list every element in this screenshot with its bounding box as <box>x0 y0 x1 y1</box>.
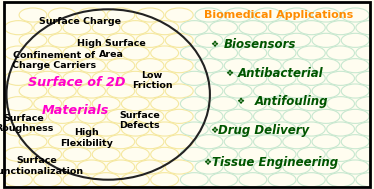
Text: Surface of 2D: Surface of 2D <box>28 76 126 89</box>
Text: ❖: ❖ <box>225 69 233 78</box>
Text: High Surface
Area: High Surface Area <box>77 40 146 59</box>
Text: Antifouling: Antifouling <box>255 95 328 108</box>
Text: Biosensors: Biosensors <box>224 38 297 51</box>
Text: Low
Friction: Low Friction <box>132 71 172 90</box>
Text: Biomedical Applications: Biomedical Applications <box>204 10 353 20</box>
Text: Surface
Roughness: Surface Roughness <box>0 114 53 133</box>
Text: ❖: ❖ <box>203 158 211 167</box>
Text: Tissue Engineering: Tissue Engineering <box>212 156 338 169</box>
Text: Surface Charge: Surface Charge <box>39 17 120 26</box>
Text: Drug Delivery: Drug Delivery <box>218 124 310 137</box>
Text: Surface
Defects: Surface Defects <box>119 111 160 130</box>
Text: ❖: ❖ <box>211 40 218 49</box>
Text: ❖: ❖ <box>236 97 244 106</box>
Text: Materials: Materials <box>42 104 109 117</box>
Text: Antibacterial: Antibacterial <box>237 67 323 80</box>
Text: High
Flexibility: High Flexibility <box>60 128 113 148</box>
Text: Surface
Functionalization: Surface Functionalization <box>0 156 83 176</box>
Text: ❖: ❖ <box>211 126 218 135</box>
Text: Confinement of
Charge Carriers: Confinement of Charge Carriers <box>12 50 96 70</box>
